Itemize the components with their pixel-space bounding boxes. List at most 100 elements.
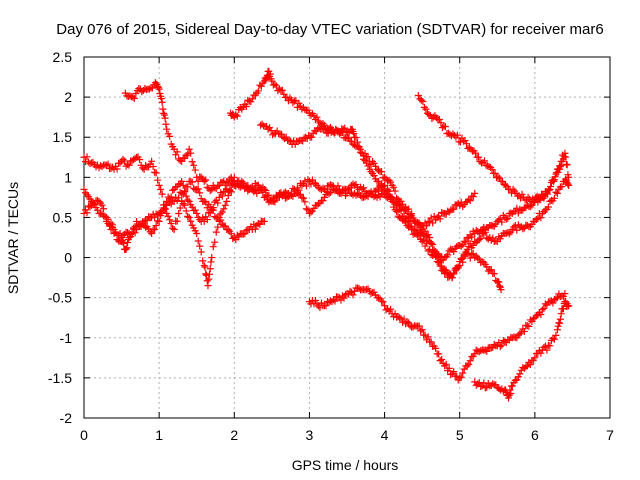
data-point	[550, 194, 558, 202]
data-point	[489, 343, 497, 351]
y-tick-label: 1	[64, 169, 72, 185]
data-point	[256, 220, 264, 228]
data-point	[184, 183, 192, 191]
data-point	[308, 176, 316, 184]
data-point	[519, 364, 527, 372]
data-point	[419, 98, 427, 106]
data-point	[139, 220, 147, 228]
data-point	[544, 203, 552, 211]
data-point	[296, 102, 304, 110]
data-point	[298, 181, 306, 189]
data-point	[145, 213, 153, 221]
data-point	[250, 220, 258, 228]
plot-frame	[83, 56, 611, 419]
data-point	[450, 248, 458, 256]
data-point	[159, 105, 167, 113]
data-point	[466, 240, 474, 248]
data-point	[387, 178, 395, 186]
x-tick-label: 7	[606, 427, 614, 443]
x-tick-label: 0	[80, 427, 88, 443]
data-point	[194, 237, 202, 245]
data-point	[187, 217, 195, 225]
data-point	[282, 133, 290, 141]
data-point	[532, 215, 540, 223]
data-point	[423, 222, 431, 230]
data-point	[217, 189, 225, 197]
data-point	[494, 173, 502, 181]
data-point	[191, 206, 199, 214]
data-point	[211, 213, 219, 221]
data-point	[199, 214, 207, 222]
data-point	[561, 290, 569, 298]
data-point	[161, 201, 169, 209]
data-point	[330, 129, 338, 137]
data-point	[469, 193, 477, 201]
data-point	[355, 285, 363, 293]
data-point	[244, 96, 252, 104]
data-point	[185, 145, 193, 153]
data-point	[319, 119, 327, 127]
data-point	[310, 112, 318, 120]
data-point	[453, 265, 461, 273]
data-point	[393, 194, 401, 202]
data-point	[248, 95, 256, 103]
data-point	[556, 162, 564, 170]
data-point	[209, 204, 217, 212]
data-point	[349, 291, 357, 299]
data-point	[124, 239, 132, 247]
y-tick-label: -2	[60, 410, 73, 426]
data-point	[211, 238, 219, 246]
data-point	[429, 113, 437, 121]
data-point	[91, 200, 99, 208]
x-axis-label: GPS time / hours	[292, 457, 399, 473]
data-point	[332, 185, 340, 193]
data-point	[436, 262, 444, 270]
data-point	[269, 194, 277, 202]
y-tick-label: 0.5	[53, 209, 73, 225]
data-point	[456, 242, 464, 250]
data-point	[561, 149, 569, 157]
data-point	[502, 215, 510, 223]
data-point	[471, 238, 479, 246]
data-point	[152, 169, 160, 177]
data-point	[271, 198, 279, 206]
data-point	[285, 136, 293, 144]
data-point	[181, 188, 189, 196]
data-point	[233, 231, 241, 239]
data-point	[513, 376, 521, 384]
data-point	[415, 322, 423, 330]
data-point	[534, 214, 542, 222]
data-point	[119, 155, 127, 163]
data-point	[460, 237, 468, 245]
data-point	[529, 195, 537, 203]
data-point	[157, 186, 165, 193]
data-point	[550, 177, 558, 185]
data-point	[433, 258, 441, 266]
data-point	[131, 154, 139, 162]
data-point	[166, 195, 174, 203]
data-point	[343, 133, 351, 141]
data-point	[278, 86, 286, 94]
y-axis-label: SDTVAR / TECUs	[5, 182, 21, 294]
data-point	[251, 225, 259, 233]
data-point	[396, 314, 404, 322]
data-point	[217, 216, 225, 224]
data-point	[268, 77, 276, 85]
data-point	[436, 215, 444, 223]
data-point	[179, 200, 187, 208]
data-point	[475, 235, 483, 243]
data-point	[444, 251, 452, 259]
data-point	[334, 188, 342, 196]
data-point	[304, 106, 312, 114]
data-point	[196, 242, 204, 250]
data-point	[325, 124, 333, 132]
data-point	[532, 312, 540, 320]
data-point	[417, 96, 425, 104]
data-point	[445, 247, 453, 255]
data-point	[550, 335, 558, 343]
data-point	[161, 114, 169, 122]
data-point	[403, 221, 411, 229]
data-point	[565, 173, 573, 181]
y-tick-label: -1.5	[48, 370, 72, 386]
data-point	[414, 231, 422, 239]
